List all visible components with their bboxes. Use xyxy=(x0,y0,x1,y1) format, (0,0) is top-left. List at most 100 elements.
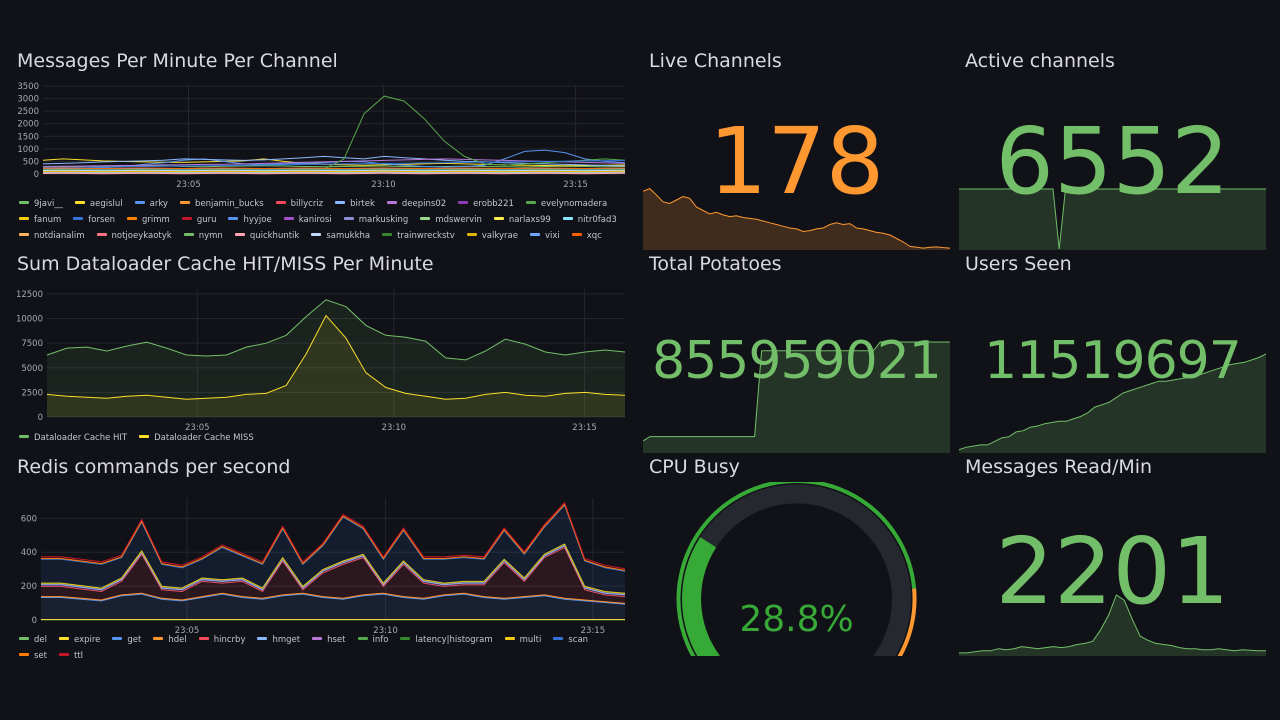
series-line-forsen[interactable] xyxy=(42,159,626,169)
legend-item-get[interactable]: get xyxy=(112,632,141,648)
legend-item-ttl[interactable]: ttl xyxy=(59,648,83,664)
series-line-Dataloader Cache HIT[interactable] xyxy=(46,299,626,361)
legend-item-evelynomadera[interactable]: evelynomadera xyxy=(525,196,607,212)
redis-chart[interactable]: 0 200 400 600 23:05 23:10 23:15 xyxy=(11,492,631,636)
legend-item-markusking[interactable]: markusking xyxy=(343,212,408,228)
legend-label: valkyrae xyxy=(481,231,518,241)
legend-item-narlaxs99[interactable]: narlaxs99 xyxy=(493,212,551,228)
legend-label: mdswervin xyxy=(435,215,482,225)
dataloader-chart[interactable]: 0 2500 5000 7500 10000 12500 23:05 23:10 23:15 xyxy=(11,283,631,433)
legend-item-del[interactable]: del xyxy=(19,632,47,648)
legend-item-multi[interactable]: multi xyxy=(504,632,541,648)
series-line-nitr0fad3[interactable] xyxy=(42,171,626,174)
legend-item-benjamin_bucks[interactable]: benjamin_bucks xyxy=(179,196,264,212)
legend-label: info xyxy=(372,635,389,645)
legend-item-hdel[interactable]: hdel xyxy=(153,632,187,648)
series-line-hmget[interactable] xyxy=(41,545,626,596)
legend-item-notdianalim[interactable]: notdianalim xyxy=(19,228,85,244)
y-tick-label: 400 xyxy=(21,548,37,558)
legend-swatch xyxy=(59,653,69,656)
messages-chart[interactable]: 0 500 1000 1500 2000 2500 3000 3500 23:05 23:10 23… xyxy=(11,80,631,190)
legend-item-hincrby[interactable]: hincrby xyxy=(198,632,245,648)
legend-label: deepins02 xyxy=(401,199,447,209)
legend-item-guru[interactable]: guru xyxy=(181,212,216,228)
y-tick-label: 2500 xyxy=(17,107,39,117)
legend-swatch xyxy=(335,201,346,204)
y-tick-label: 3500 xyxy=(17,82,39,92)
panel-title[interactable]: CPU Busy xyxy=(649,456,740,478)
legend-item-deepins02[interactable]: deepins02 xyxy=(386,196,447,212)
legend-item-xqc[interactable]: xqc xyxy=(571,228,602,244)
legend-item-quickhuntik[interactable]: quickhuntik xyxy=(234,228,299,244)
legend-item-aegislul[interactable]: aegislul xyxy=(74,196,123,212)
legend-item-forsen[interactable]: forsen xyxy=(73,212,115,228)
legend-item-valkyrae[interactable]: valkyrae xyxy=(466,228,518,244)
legend-item-mdswervin[interactable]: mdswervin xyxy=(420,212,482,228)
legend-item-kanirosi[interactable]: kanirosi xyxy=(283,212,332,228)
series-line-valkyrae[interactable] xyxy=(42,170,626,173)
panel-title[interactable]: Messages Per Minute Per Channel xyxy=(17,50,338,72)
panel-title[interactable]: Live Channels xyxy=(649,50,782,72)
panel-title[interactable]: Messages Read/Min xyxy=(965,456,1153,478)
series-line-deepins02[interactable] xyxy=(42,158,626,167)
legend-item-vixi[interactable]: vixi xyxy=(529,228,560,244)
legend-label: hset xyxy=(327,635,346,645)
sparkline-area xyxy=(959,595,1266,656)
series-line-evelynomadera[interactable] xyxy=(42,95,626,170)
legend-item-set[interactable]: set xyxy=(19,648,47,664)
series-line-hdel[interactable] xyxy=(41,592,626,604)
series-line-multi[interactable] xyxy=(41,543,626,594)
legend-item-erobb221[interactable]: erobb221 xyxy=(458,196,514,212)
panel-title[interactable]: Total Potatoes xyxy=(649,253,782,275)
series-line-Dataloader Cache MISS[interactable] xyxy=(46,314,626,400)
series-line-get[interactable] xyxy=(41,593,626,605)
legend-item-nymn[interactable]: nymn xyxy=(183,228,223,244)
series-line-ttl[interactable] xyxy=(41,501,626,570)
panel-title[interactable]: Active channels xyxy=(965,50,1115,72)
panel-title[interactable]: Users Seen xyxy=(965,253,1072,275)
sparkline-line xyxy=(643,188,950,249)
series-line-xqc[interactable] xyxy=(42,167,626,170)
legend-item-grimm[interactable]: grimm xyxy=(127,212,170,228)
panel-title[interactable]: Sum Dataloader Cache HIT/MISS Per Minute xyxy=(17,253,434,275)
legend-swatch xyxy=(343,217,354,220)
legend-item-fanum[interactable]: fanum xyxy=(19,212,61,228)
panel-title[interactable]: Redis commands per second xyxy=(17,456,291,478)
legend-item-scan[interactable]: scan xyxy=(553,632,588,648)
live-channels-sparkline xyxy=(643,188,950,250)
series-line-samukkha[interactable] xyxy=(42,169,626,172)
series-line-quickhuntik[interactable] xyxy=(42,172,626,175)
legend-item-9javi__[interactable]: 9javi__ xyxy=(19,196,63,212)
legend-item-Dataloader Cache HIT[interactable]: Dataloader Cache HIT xyxy=(19,430,127,446)
legend-item-info[interactable]: info xyxy=(357,632,389,648)
series-line-aegislul[interactable] xyxy=(42,158,626,167)
legend-label: del xyxy=(34,635,47,645)
legend-item-nitr0fad3[interactable]: nitr0fad3 xyxy=(562,212,617,228)
y-tick-label: 500 xyxy=(23,157,39,167)
legend-item-latency|histogram[interactable]: latency|histogram xyxy=(400,632,493,648)
legend-item-hmget[interactable]: hmget xyxy=(257,632,300,648)
series-line-set[interactable] xyxy=(41,503,626,571)
x-tick-label: 23:05 xyxy=(175,626,200,636)
legend-label: expire xyxy=(74,635,101,645)
legend-item-hset[interactable]: hset xyxy=(312,632,346,648)
legend-item-expire[interactable]: expire xyxy=(59,632,100,648)
legend-label: narlaxs99 xyxy=(508,215,551,225)
legend-item-hyyjoe[interactable]: hyyjoe xyxy=(228,212,272,228)
legend-label: erobb221 xyxy=(473,199,514,209)
total-potatoes-sparkline xyxy=(643,341,950,453)
messages-legend: 9javi__ aegislul arky benjamin_bucks billycr… xyxy=(19,196,631,248)
legend-item-birtek[interactable]: birtek xyxy=(335,196,375,212)
series-area-hmget xyxy=(41,545,625,597)
legend-item-trainwreckstv[interactable]: trainwreckstv xyxy=(382,228,455,244)
legend-item-billycriz[interactable]: billycriz xyxy=(275,196,323,212)
panel-active-channels: Active channels 6552 xyxy=(959,50,1266,250)
legend-item-samukkha[interactable]: samukkha xyxy=(311,228,370,244)
legend-swatch xyxy=(257,637,268,640)
legend-swatch xyxy=(127,217,137,220)
legend-item-Dataloader Cache MISS[interactable]: Dataloader Cache MISS xyxy=(139,430,254,446)
y-tick-label: 2500 xyxy=(21,388,43,398)
legend-item-arky[interactable]: arky xyxy=(134,196,168,212)
series-line-hincrby[interactable] xyxy=(41,546,626,598)
legend-item-notjoeykaotyk[interactable]: notjoeykaotyk xyxy=(96,228,172,244)
